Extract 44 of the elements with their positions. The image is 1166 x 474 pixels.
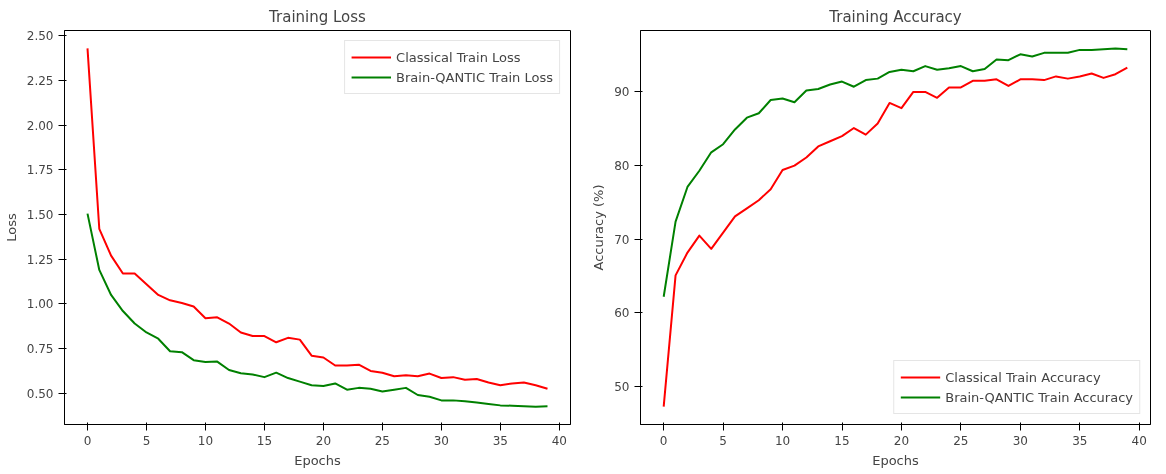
y-tick-label: 0.75 [26, 342, 54, 357]
x-tick-label: 20 [315, 433, 332, 448]
x-tick-label: 10 [197, 433, 214, 448]
y-tick-label: 1.50 [26, 208, 54, 223]
x-tick-label: 30 [433, 433, 449, 448]
x-tick-label: 15 [834, 433, 850, 448]
chart-title: Training Accuracy [828, 7, 962, 26]
line-series [662, 47, 1129, 298]
x-tick-label: 40 [1131, 433, 1147, 448]
x-axis-title: Epochs [294, 452, 342, 468]
x-tick-label: 5 [719, 433, 727, 448]
x-tick-label: 15 [256, 433, 273, 448]
y-tick-label: 2.25 [26, 74, 54, 89]
y-tick-label: 70 [614, 232, 630, 247]
legend-label: Brain-QANTIC Train Accuracy [945, 389, 1133, 405]
x-tick-label: 0 [83, 433, 92, 448]
legend-label: Brain-QANTIC Train Loss [396, 69, 553, 85]
x-tick-label: 25 [374, 433, 391, 448]
y-axis-title: Accuracy (%) [591, 184, 607, 271]
y-axis-title: Loss [3, 213, 19, 242]
y-tick-label: 50 [614, 380, 630, 395]
legend-label: Classical Train Loss [396, 49, 521, 65]
y-tick-label: 2.00 [26, 118, 54, 133]
x-tick-label: 35 [1072, 433, 1088, 448]
chart-title: Training Loss [268, 7, 367, 26]
x-tick-label: 20 [893, 433, 910, 448]
x-tick-label: 0 [659, 433, 668, 448]
line-series [86, 212, 549, 408]
x-tick-label: 5 [142, 433, 151, 448]
x-tick-label: 30 [1012, 433, 1028, 448]
x-tick-label: 35 [492, 433, 508, 448]
y-tick-label: 1.00 [26, 297, 54, 312]
y-tick-label: 60 [614, 306, 630, 321]
x-axis-title: Epochs [872, 452, 920, 468]
y-tick-label: 90 [614, 85, 630, 100]
x-tick-label: 40 [551, 433, 567, 448]
x-tick-label: 10 [774, 433, 791, 448]
x-tick-label: 25 [953, 433, 969, 448]
y-tick-label: 1.25 [26, 252, 54, 267]
y-tick-label: 1.75 [26, 163, 54, 178]
y-tick-label: 80 [614, 159, 630, 174]
y-tick-label: 2.50 [26, 29, 54, 44]
y-tick-label: 0.50 [26, 386, 54, 401]
legend-label: Classical Train Accuracy [945, 369, 1101, 385]
